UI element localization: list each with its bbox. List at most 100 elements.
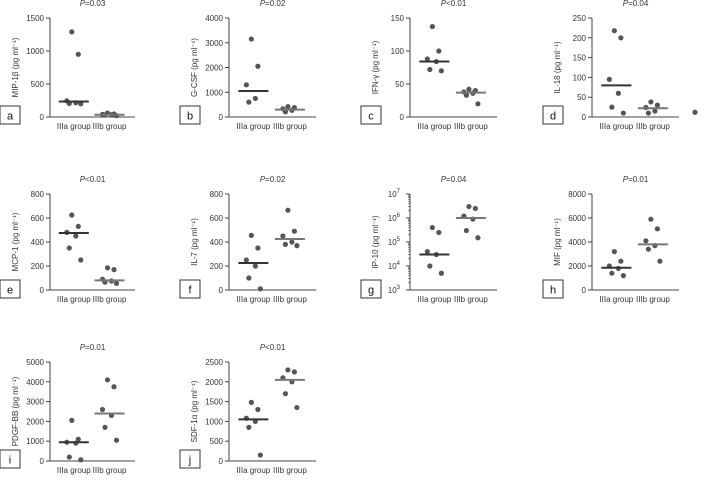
x-tick-label: IIIa group: [236, 122, 270, 131]
y-tick-label: 50: [577, 93, 586, 102]
y-tick-label: 800: [210, 190, 224, 199]
data-point: [257, 452, 263, 458]
data-point: [609, 270, 615, 276]
data-point: [294, 404, 300, 411]
data-point: [463, 227, 469, 234]
data-point: [472, 205, 478, 212]
data-point: [618, 35, 624, 41]
data-point: [102, 424, 108, 430]
y-tick-label: 106: [388, 213, 401, 223]
data-point: [466, 203, 472, 210]
y-tick-label: 5000: [26, 358, 44, 367]
x-tick-label: IIIb group: [93, 466, 127, 475]
panel-e: 0 200 400 600 800 IIIa group IIIb group MCP-1 (…: [0, 175, 135, 304]
panel-letter: a: [7, 111, 14, 123]
y-axis-label: G-CSF (pg ml⁻¹): [190, 38, 199, 97]
panel-letter-box: [0, 449, 21, 469]
y-tick-label: 0: [219, 286, 224, 295]
y-tick-label: 0: [40, 457, 45, 466]
x-tick-label: IIIb group: [454, 295, 488, 304]
data-point: [620, 273, 626, 279]
panel-letter-box: [0, 279, 21, 299]
panel-letter-box: [542, 105, 564, 125]
panel-h: 0 2000 4000 6000 8000 IIIa group IIIb group MIF…: [542, 175, 679, 304]
data-point: [643, 238, 649, 244]
p-value: P<0.01: [441, 0, 467, 8]
data-point: [69, 29, 75, 35]
y-tick-label: 2000: [205, 64, 223, 73]
y-tick-label: 0: [400, 113, 405, 122]
y-tick-label: 600: [210, 214, 224, 223]
y-tick-label: 8000: [568, 190, 586, 199]
y-tick-label: 500: [31, 80, 45, 89]
data-point: [427, 263, 433, 269]
data-point: [429, 23, 435, 30]
y-tick-label: 4000: [26, 378, 44, 387]
y-tick-label: 0: [582, 286, 587, 295]
panel-letter-box: [360, 279, 382, 299]
data-point: [75, 436, 81, 442]
p-value: P=0.02: [260, 0, 286, 8]
y-tick-label: 2500: [205, 358, 223, 367]
data-point: [248, 36, 254, 42]
data-point: [78, 257, 84, 263]
data-point: [285, 207, 291, 213]
data-point: [648, 99, 654, 105]
data-point: [66, 454, 72, 460]
x-tick-label: IIIa group: [57, 122, 91, 131]
x-tick-label: IIIa group: [417, 122, 451, 131]
data-point: [652, 108, 658, 114]
data-point: [257, 286, 263, 292]
data-point: [255, 245, 261, 251]
y-tick-label: 2000: [568, 262, 586, 271]
data-point: [248, 232, 254, 238]
y-tick-label: 500: [210, 437, 224, 446]
p-value: P=0.04: [441, 175, 467, 184]
data-point: [475, 235, 481, 241]
data-point: [291, 228, 297, 234]
panel-letter-box: [0, 105, 21, 125]
y-tick-label: 200: [210, 262, 224, 271]
y-tick-label: 100: [573, 73, 587, 82]
data-point: [289, 239, 295, 245]
x-tick-label: IIIa group: [236, 466, 270, 475]
y-tick-label: 1500: [205, 398, 223, 407]
x-tick-label: IIIb group: [93, 122, 127, 131]
panel-letter: c: [368, 111, 374, 123]
p-value: P=0.03: [80, 0, 106, 8]
data-point: [648, 216, 654, 222]
data-point: [654, 226, 661, 232]
data-point: [692, 109, 698, 115]
y-tick-label: 6000: [568, 214, 586, 223]
data-point: [436, 229, 442, 236]
y-tick-label: 0: [219, 113, 224, 122]
x-tick-label: IIIb group: [273, 295, 307, 304]
data-point: [466, 86, 472, 92]
panel-letter: f: [188, 285, 192, 297]
y-tick-label: 400: [210, 238, 224, 247]
y-tick-label: 200: [31, 262, 45, 271]
panel-letter: j: [188, 455, 191, 467]
y-tick-label: 104: [388, 261, 401, 271]
p-value: P=0.04: [623, 0, 649, 8]
x-tick-label: IIIa group: [599, 295, 633, 304]
data-point: [111, 267, 117, 273]
p-value: P<0.01: [80, 175, 106, 184]
data-point: [282, 391, 288, 397]
x-tick-label: IIIa group: [236, 295, 270, 304]
panel-letter-box: [179, 105, 201, 125]
data-point: [252, 95, 258, 102]
x-tick-label: IIIb group: [273, 466, 307, 475]
panel-letter-box: [542, 279, 564, 299]
panel-letter: h: [550, 285, 556, 297]
y-tick-label: 250: [573, 14, 587, 23]
data-point: [243, 257, 249, 263]
panel-d: 0 50 100 150 200 250 IIIa group IIIb group IL-18…: [542, 0, 698, 131]
data-point: [291, 369, 297, 375]
y-tick-label: 600: [31, 214, 45, 223]
p-value: P=0.01: [80, 343, 106, 352]
y-tick-label: 107: [388, 189, 401, 199]
p-value: P=0.01: [623, 175, 649, 184]
panel-a: 0 500 1000 1500 IIIa group IIIb group MIP-1β (…: [0, 0, 135, 131]
